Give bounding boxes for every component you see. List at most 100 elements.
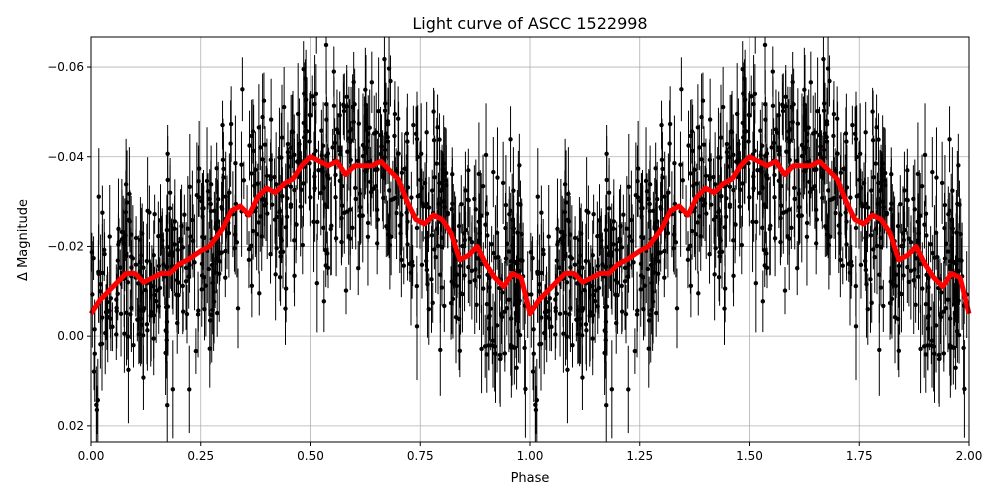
data-point	[122, 294, 127, 373]
data-point	[570, 322, 575, 368]
data-point	[343, 267, 349, 315]
data-point	[170, 340, 176, 439]
data-point	[378, 106, 383, 164]
data-point	[864, 230, 869, 338]
data-point	[182, 194, 187, 235]
data-point	[486, 321, 491, 370]
data-point	[491, 234, 496, 272]
data-point	[586, 185, 591, 240]
data-point	[819, 130, 824, 222]
data-point	[356, 241, 361, 296]
data-point	[957, 215, 962, 306]
data-point	[426, 176, 432, 239]
data-point	[617, 190, 622, 288]
data-point	[837, 211, 842, 256]
data-point	[772, 200, 778, 277]
data-point	[696, 271, 701, 316]
data-point	[712, 132, 718, 237]
data-point	[105, 266, 110, 338]
data-point	[234, 207, 240, 278]
data-point	[328, 182, 333, 276]
data-point	[596, 257, 602, 319]
data-point	[180, 291, 186, 332]
data-point	[530, 353, 536, 391]
data-point	[102, 232, 107, 276]
data-point	[476, 122, 482, 226]
data-point	[504, 281, 509, 336]
data-point	[214, 289, 220, 337]
data-point	[344, 183, 350, 240]
data-point	[341, 83, 347, 139]
data-point	[321, 158, 326, 219]
data-point	[673, 207, 679, 278]
data-point	[408, 219, 414, 326]
data-point	[740, 91, 746, 155]
data-point	[753, 233, 759, 333]
data-point	[686, 110, 691, 181]
data-point	[640, 185, 645, 291]
data-point	[854, 105, 859, 209]
data-point	[141, 221, 146, 315]
data-point	[847, 219, 853, 326]
data-point	[116, 213, 121, 276]
data-point	[163, 297, 168, 364]
data-point	[97, 259, 103, 323]
data-point	[129, 264, 134, 353]
data-point	[337, 91, 342, 140]
data-point	[350, 206, 355, 249]
data-point	[138, 197, 143, 283]
data-point	[741, 62, 746, 125]
x-axis-label: Phase	[511, 471, 550, 486]
data-point	[126, 316, 131, 424]
data-point	[947, 235, 953, 298]
data-point	[123, 170, 129, 254]
data-point	[733, 199, 738, 251]
data-point	[207, 309, 212, 388]
data-point	[607, 216, 612, 289]
data-point	[546, 184, 551, 289]
data-point	[533, 385, 539, 435]
data-point	[831, 99, 836, 173]
data-point	[874, 197, 880, 295]
data-point	[434, 117, 440, 210]
data-point	[619, 291, 625, 332]
data-point	[633, 142, 639, 248]
data-point	[386, 37, 392, 115]
data-point	[912, 251, 917, 288]
data-point	[118, 271, 124, 357]
data-point	[805, 95, 810, 173]
data-point	[443, 128, 449, 218]
data-point	[769, 128, 774, 167]
y-tick-label: −0.02	[47, 239, 84, 253]
data-point	[445, 177, 451, 249]
data-point	[124, 260, 129, 366]
data-point	[627, 194, 632, 279]
data-point	[414, 91, 420, 187]
data-point	[701, 126, 707, 164]
data-point	[659, 100, 664, 150]
data-point	[823, 195, 828, 257]
data-point	[898, 175, 903, 234]
data-point	[319, 109, 324, 152]
data-point	[502, 261, 507, 363]
data-point	[261, 72, 267, 129]
data-point	[221, 132, 226, 223]
data-point	[262, 126, 268, 164]
data-point	[295, 133, 300, 190]
data-point	[923, 316, 928, 393]
data-point	[887, 266, 893, 340]
data-point	[853, 255, 859, 317]
data-point	[258, 124, 263, 171]
data-point	[568, 264, 573, 353]
data-point	[577, 271, 582, 367]
data-point	[126, 193, 132, 247]
data-point	[334, 89, 340, 170]
data-point	[415, 105, 420, 209]
data-point	[537, 234, 542, 334]
data-point	[98, 234, 103, 334]
data-point	[333, 200, 339, 277]
data-point	[933, 278, 939, 373]
data-point	[339, 173, 344, 263]
data-point	[492, 301, 497, 392]
